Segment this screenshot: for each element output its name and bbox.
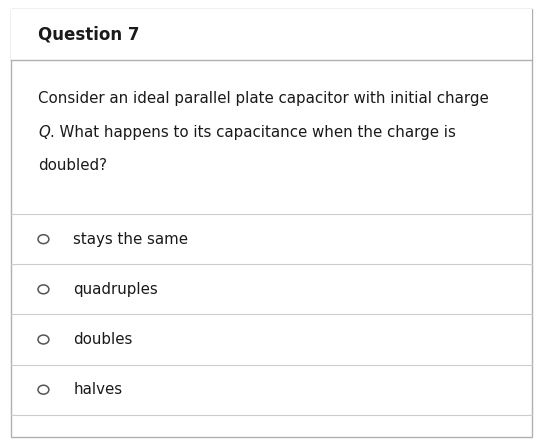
FancyBboxPatch shape [11, 9, 532, 60]
Text: doubled?: doubled? [38, 158, 107, 173]
Text: halves: halves [73, 382, 122, 397]
Text: Consider an ideal parallel plate capacitor with initial charge: Consider an ideal parallel plate capacit… [38, 91, 489, 107]
Text: Question 7: Question 7 [38, 25, 140, 44]
Text: Q: Q [38, 125, 50, 140]
Text: . What happens to its capacitance when the charge is: . What happens to its capacitance when t… [50, 125, 456, 140]
Text: doubles: doubles [73, 332, 132, 347]
Text: stays the same: stays the same [73, 231, 188, 247]
FancyBboxPatch shape [11, 9, 532, 437]
Text: quadruples: quadruples [73, 282, 158, 297]
